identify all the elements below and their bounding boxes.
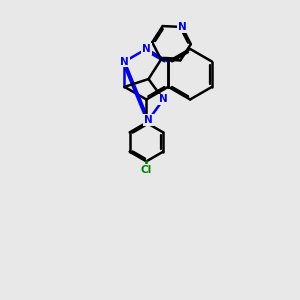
- Text: N: N: [144, 115, 153, 125]
- Text: N: N: [142, 44, 151, 54]
- Text: N: N: [120, 57, 129, 67]
- Text: Cl: Cl: [141, 165, 152, 175]
- Text: N: N: [178, 22, 186, 32]
- Text: N: N: [159, 94, 168, 104]
